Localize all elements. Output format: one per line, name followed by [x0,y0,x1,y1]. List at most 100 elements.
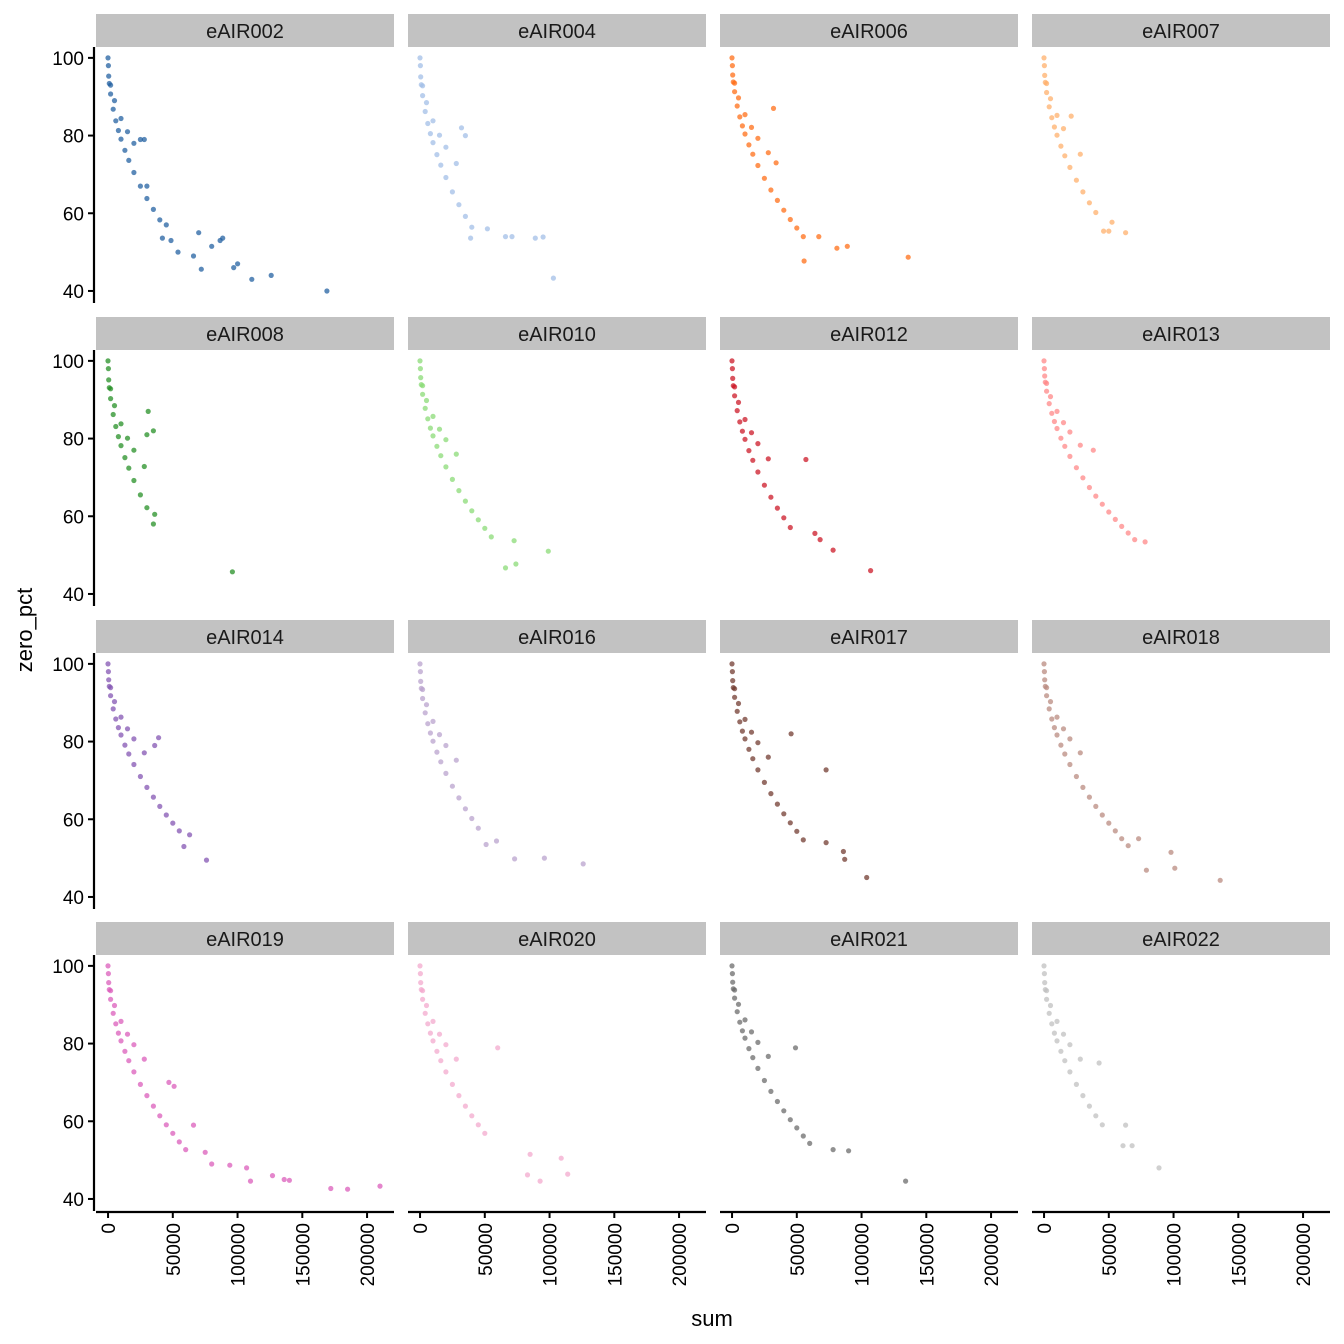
data-point [1080,1093,1086,1099]
data-point [844,243,850,249]
y-tick-label: 80 [63,430,84,451]
data-point [1067,164,1073,170]
data-point [124,726,131,732]
x-tick-label: 200000 [1294,1223,1315,1286]
y-tick-label: 80 [63,1035,84,1056]
data-point [493,838,500,844]
facet-strip-label: eAIR020 [518,929,596,951]
data-point [746,1046,752,1052]
facet-strip [96,14,394,47]
data-point [126,1058,132,1064]
data-point [456,795,462,801]
data-point [729,63,736,69]
data-point [732,694,738,700]
data-point [122,742,128,748]
data-point [111,1002,118,1009]
data-point [1067,429,1073,435]
facet-strip [408,317,706,350]
data-point [115,725,121,731]
data-point [755,1065,761,1071]
data-point [750,756,756,762]
data-point [781,207,787,213]
data-point [761,175,768,181]
data-point [106,73,112,79]
data-point [456,488,462,494]
data-point [170,820,176,826]
data-point [150,428,156,434]
data-point [126,157,132,163]
data-point [436,132,443,138]
data-point [141,1056,147,1062]
data-point [511,538,517,544]
facet-strip [408,14,706,47]
data-point [734,708,740,714]
data-point [502,565,509,571]
data-point [150,1103,156,1109]
data-point [163,812,169,818]
data-point [105,963,111,969]
data-point [181,843,187,850]
data-point [427,1030,433,1036]
data-point [417,358,423,364]
data-point [846,1148,852,1154]
data-point [1054,132,1060,138]
data-point [1123,1122,1129,1128]
data-point [423,1002,430,1009]
data-point [203,857,210,863]
data-point [742,716,748,723]
data-point [417,971,423,977]
data-point [1041,971,1047,977]
data-point [1041,55,1047,61]
data-point [483,841,489,848]
data-point [150,794,156,800]
data-point [734,408,740,414]
data-point [118,714,124,720]
data-point [794,1125,800,1131]
data-point [774,1098,781,1105]
data-point [1041,63,1047,69]
data-point [1119,523,1125,530]
x-tick-label: 150000 [293,1223,314,1286]
data-point [1142,539,1148,545]
data-point [502,234,509,240]
data-point [196,230,202,236]
data-point [453,1056,459,1062]
data-point [1106,820,1112,826]
data-point [903,1178,909,1184]
data-point [430,1018,436,1024]
data-point [1044,693,1050,699]
data-point [742,1017,748,1023]
y-tick-label: 40 [63,888,84,909]
data-point [1041,358,1047,364]
data-point [787,216,793,223]
data-point [420,383,426,389]
data-point [729,669,736,675]
data-point [118,732,124,738]
data-point [748,729,755,735]
data-point [475,1122,481,1128]
y-tick-label: 80 [63,733,84,754]
data-point [425,416,431,422]
data-point [106,377,112,383]
data-point [423,397,430,404]
data-point [729,358,735,364]
data-point [1054,1018,1060,1024]
data-point [281,1176,287,1183]
data-point [732,384,738,390]
data-point [1058,435,1064,441]
data-point [800,837,806,843]
facet-panel-eAIR013: eAIR013 [1032,317,1330,545]
data-point [1067,736,1073,742]
data-point [732,995,738,1001]
data-point [443,144,449,150]
data-point [231,265,237,271]
data-point [141,463,147,470]
data-point [443,1042,449,1048]
x-tick-label: 200000 [670,1223,691,1286]
data-point [755,740,761,746]
data-point [131,169,137,176]
data-point [122,455,128,461]
data-point [488,534,494,540]
data-point [830,1147,836,1153]
data-point [1051,1030,1057,1036]
